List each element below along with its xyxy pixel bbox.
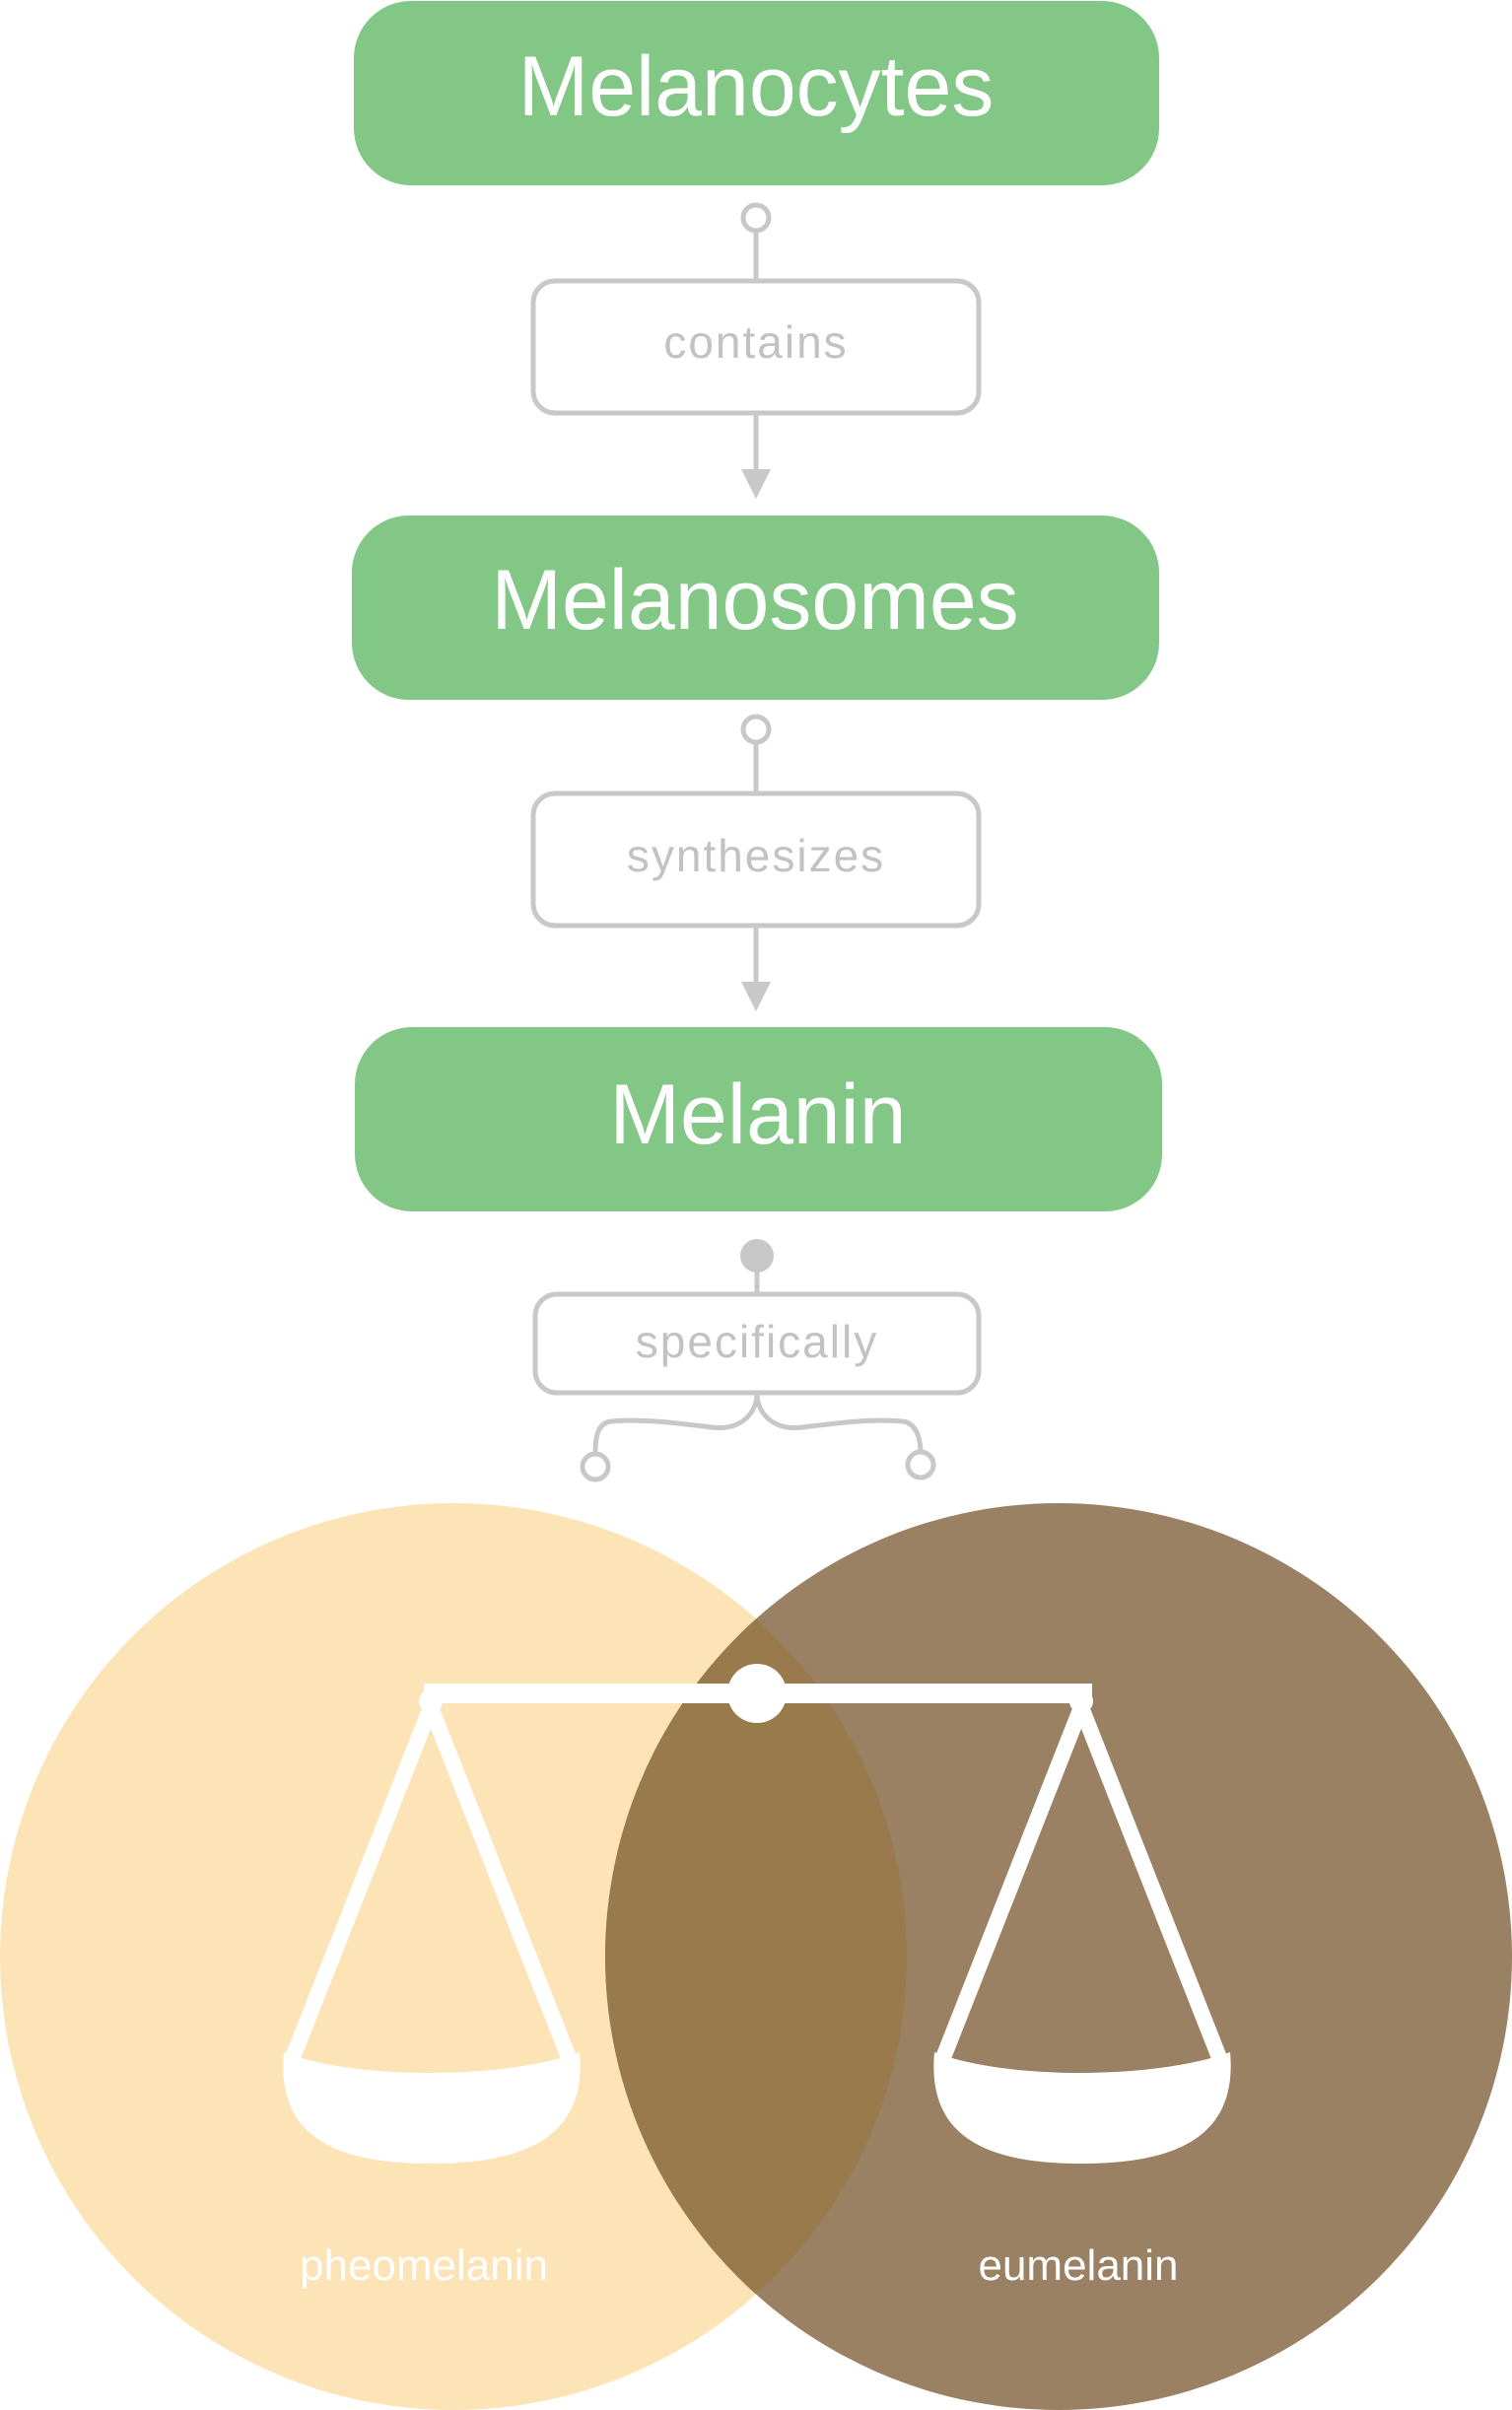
- edge-specifically-target-port-right: [905, 1449, 936, 1480]
- edge-specifically-label: specifically: [636, 1316, 878, 1367]
- pheomelanin-label: pheomelanin: [300, 2241, 548, 2290]
- scale-right-pan: [933, 1704, 1231, 2164]
- edge-specifically-fork-right: [754, 1392, 924, 1454]
- node-melanocytes[interactable]: Melanocytes: [354, 1, 1159, 185]
- edge-contains: contains: [530, 202, 982, 499]
- edge-contains-source-port: [740, 202, 772, 234]
- scale-pivot: [727, 1664, 787, 1723]
- edge-specifically-target-port-left: [580, 1451, 611, 1482]
- edge-contains-label: contains: [663, 316, 848, 368]
- eumelanin-label: eumelanin: [978, 2241, 1178, 2290]
- edge-synthesizes-arrowhead: [741, 982, 771, 1011]
- edge-specifically-fork-left: [592, 1392, 760, 1454]
- edge-synthesizes: synthesizes: [530, 714, 982, 1011]
- venn-overlap: [605, 1503, 907, 2410]
- node-melanin-box: [355, 1027, 1162, 1211]
- node-melanosomes[interactable]: Melanosomes: [352, 516, 1159, 700]
- node-melanin[interactable]: Melanin: [355, 1027, 1162, 1211]
- node-melanosomes-label: Melanosomes: [491, 553, 1018, 648]
- node-melanosomes-box: [352, 516, 1159, 700]
- edge-synthesizes-source-port: [740, 714, 772, 745]
- edge-contains-arrowhead: [741, 469, 771, 499]
- edge-specifically-source-port: [740, 1239, 774, 1273]
- node-melanocytes-box: [354, 1, 1159, 185]
- balance-scale-icon: [283, 1664, 1231, 2164]
- scale-left-pan: [283, 1704, 581, 2164]
- node-melanin-label: Melanin: [609, 1067, 906, 1162]
- venn-diagram: [0, 1503, 1512, 2410]
- node-melanocytes-label: Melanocytes: [518, 39, 995, 134]
- edge-specifically: specifically: [532, 1239, 982, 1482]
- edge-synthesizes-label: synthesizes: [627, 830, 885, 881]
